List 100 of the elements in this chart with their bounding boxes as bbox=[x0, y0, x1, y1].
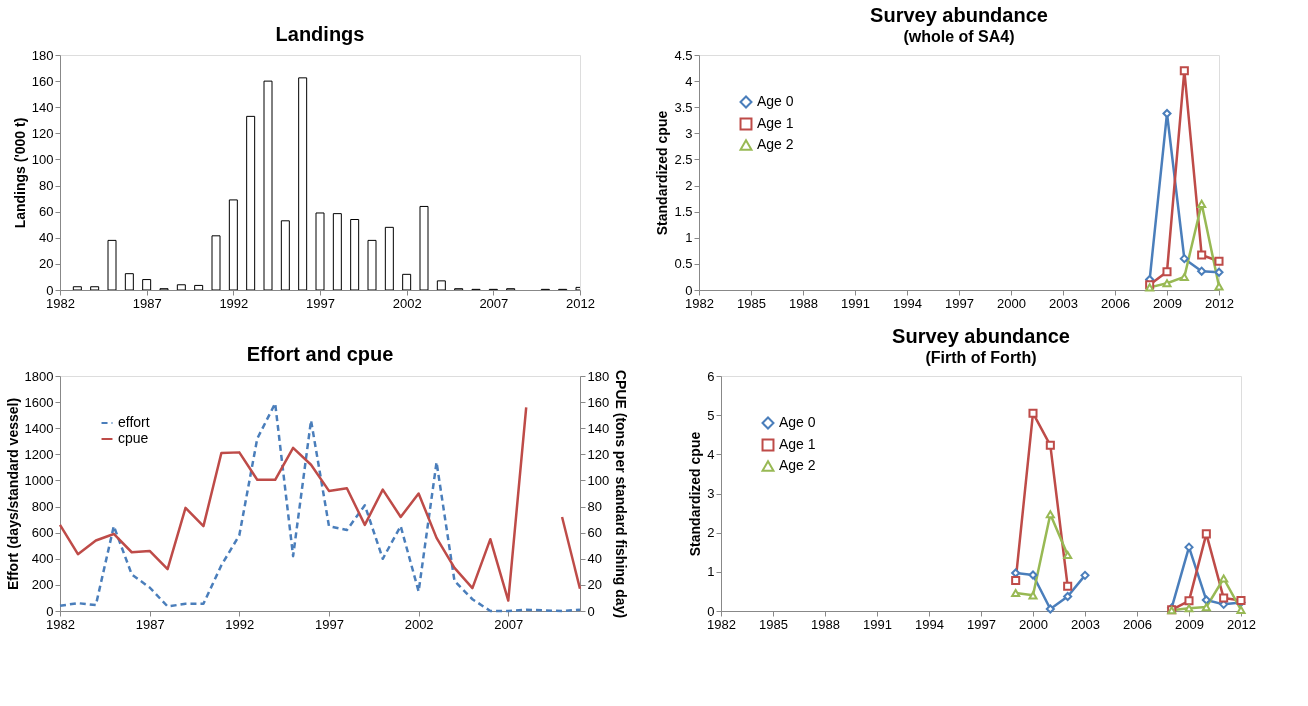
x-tick-label: 1985 bbox=[737, 295, 766, 311]
y-tick-label: 140 bbox=[31, 99, 54, 115]
y-tick-label: 200 bbox=[31, 577, 54, 593]
x-tick-label: 2009 bbox=[1175, 616, 1204, 632]
x-tick-label: 2012 bbox=[566, 295, 595, 311]
y-axis-title: Standardized cpue bbox=[687, 431, 704, 557]
y2-tick-label: 120 bbox=[587, 446, 610, 462]
x-tick-label: 2006 bbox=[1123, 616, 1152, 632]
y-axis-title: Standardized cpue bbox=[654, 110, 671, 236]
y-tick-label: 600 bbox=[31, 525, 54, 541]
y-tick-label: 400 bbox=[31, 551, 54, 567]
y-tick-label: 180 bbox=[31, 47, 54, 63]
y2-tick-label: 140 bbox=[587, 420, 610, 436]
x-tick-label: 1997 bbox=[315, 616, 344, 632]
y2-axis-title: CPUE (tons per standard fishing day) bbox=[613, 369, 630, 619]
y2-tick-label: 180 bbox=[587, 368, 610, 384]
x-tick-label: 2003 bbox=[1049, 295, 1078, 311]
legend-label: Age 1 bbox=[757, 115, 794, 131]
x-tick-label: 1987 bbox=[135, 616, 165, 632]
y2-tick-label: 100 bbox=[587, 472, 610, 488]
x-tick-label: 1997 bbox=[967, 616, 996, 632]
y-tick-label: 80 bbox=[39, 178, 54, 194]
x-tick-label: 1982 bbox=[46, 616, 75, 632]
y-tick-label: 4 bbox=[707, 446, 715, 462]
y-tick-label: 4 bbox=[685, 73, 693, 89]
x-tick-label: 1982 bbox=[707, 616, 736, 632]
y-tick-label: 2 bbox=[707, 525, 715, 541]
y-tick-label: 3.5 bbox=[674, 99, 693, 115]
chart-title: Survey abundance bbox=[870, 4, 1048, 26]
x-tick-label: 1997 bbox=[306, 295, 335, 311]
y-tick-label: 6 bbox=[707, 368, 715, 384]
y-tick-label: 4.5 bbox=[674, 47, 693, 63]
x-tick-label: 1991 bbox=[841, 295, 870, 311]
legend-label: cpue bbox=[118, 430, 149, 446]
y-tick-label: 60 bbox=[39, 204, 54, 220]
y-tick-label: 3 bbox=[707, 486, 715, 501]
y-tick-label: 1 bbox=[685, 230, 693, 246]
x-tick-label: 1994 bbox=[915, 616, 944, 632]
y2-tick-label: 20 bbox=[587, 577, 602, 593]
y-tick-label: 3 bbox=[685, 125, 693, 141]
y-tick-label: 120 bbox=[31, 125, 54, 141]
x-tick-label: 2006 bbox=[1101, 295, 1130, 311]
x-tick-label: 2007 bbox=[479, 295, 509, 311]
y-tick-label: 800 bbox=[31, 499, 54, 515]
y-tick-label: 0 bbox=[707, 603, 715, 619]
legend-label: effort bbox=[118, 414, 150, 430]
y2-tick-label: 80 bbox=[587, 499, 602, 515]
x-tick-label: 1991 bbox=[863, 616, 892, 632]
y-tick-label: 1000 bbox=[24, 472, 54, 488]
y-tick-label: 160 bbox=[31, 73, 54, 89]
y-tick-label: 1600 bbox=[24, 394, 54, 410]
legend-label: Age 2 bbox=[779, 457, 816, 473]
y2-tick-label: 0 bbox=[587, 603, 595, 619]
y-axis-title: Effort (days/standard vessel) bbox=[4, 397, 21, 591]
y-tick-label: 1 bbox=[707, 564, 715, 580]
y-tick-label: 2 bbox=[685, 178, 693, 194]
y-tick-label: 1.5 bbox=[674, 204, 693, 220]
x-tick-label: 2012 bbox=[1227, 616, 1256, 632]
y2-tick-label: 160 bbox=[587, 394, 610, 410]
y-tick-label: 40 bbox=[39, 230, 54, 246]
y2-tick-label: 40 bbox=[587, 551, 602, 567]
x-tick-label: 1985 bbox=[759, 616, 788, 632]
y-tick-label: 2.5 bbox=[674, 151, 693, 167]
x-tick-label: 1992 bbox=[225, 616, 255, 632]
y-tick-label: 1400 bbox=[24, 420, 54, 436]
x-tick-label: 1992 bbox=[219, 295, 249, 311]
chart-title: Effort and cpue bbox=[246, 343, 394, 366]
chart-subtitle: (whole of SA4) bbox=[903, 28, 1015, 45]
x-tick-label: 2003 bbox=[1071, 616, 1100, 632]
legend-label: Age 0 bbox=[757, 93, 794, 109]
y-tick-label: 0.5 bbox=[674, 256, 693, 272]
y2-tick-label: 60 bbox=[587, 525, 602, 541]
x-tick-label: 1982 bbox=[685, 295, 714, 311]
x-tick-label: 1988 bbox=[811, 616, 840, 632]
y-tick-label: 1200 bbox=[24, 446, 54, 462]
x-tick-label: 1997 bbox=[945, 295, 974, 311]
x-tick-label: 2002 bbox=[404, 616, 434, 632]
x-tick-label: 1988 bbox=[789, 295, 818, 311]
y-tick-label: 0 bbox=[46, 603, 54, 619]
chart-title: Landings bbox=[275, 23, 365, 45]
y-tick-label: 5 bbox=[707, 407, 715, 423]
legend-label: Age 1 bbox=[779, 436, 816, 452]
x-tick-label: 1994 bbox=[893, 295, 922, 311]
y-tick-label: 1800 bbox=[24, 368, 54, 384]
x-tick-label: 2000 bbox=[1019, 616, 1048, 632]
x-tick-label: 2007 bbox=[494, 616, 524, 632]
legend-label: Age 0 bbox=[779, 414, 816, 430]
chart-title: Survey abundance bbox=[892, 325, 1070, 347]
y-tick-label: 100 bbox=[31, 151, 54, 167]
x-tick-label: 2002 bbox=[392, 295, 422, 311]
y-tick-label: 20 bbox=[39, 256, 54, 272]
x-tick-label: 2000 bbox=[997, 295, 1026, 311]
x-tick-label: 2012 bbox=[1205, 295, 1234, 311]
x-tick-label: 1987 bbox=[132, 295, 162, 311]
y-tick-label: 0 bbox=[46, 282, 54, 298]
x-tick-label: 2009 bbox=[1153, 295, 1182, 311]
chart-subtitle: (Firth of Forth) bbox=[925, 349, 1037, 366]
legend-label: Age 2 bbox=[757, 136, 794, 152]
y-tick-label: 0 bbox=[685, 282, 693, 298]
x-tick-label: 1982 bbox=[46, 295, 75, 311]
